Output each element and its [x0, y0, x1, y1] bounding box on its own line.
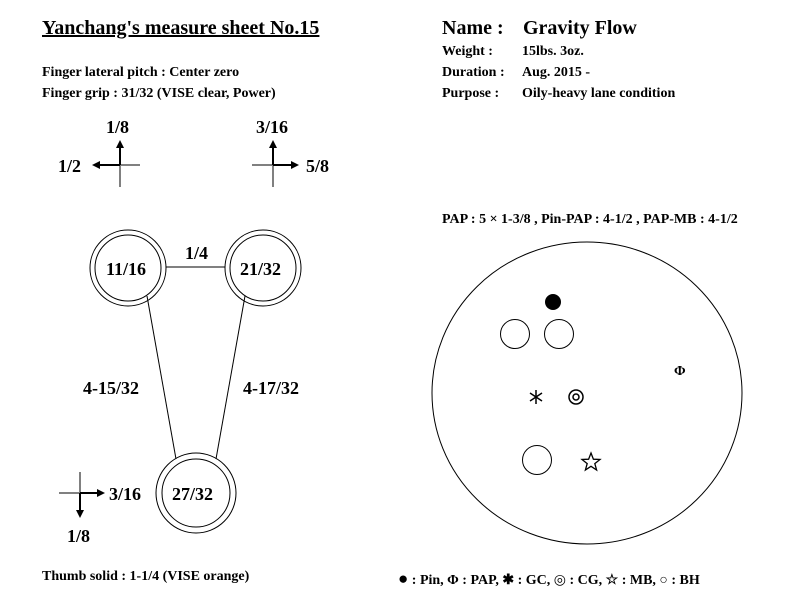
pap-marker: Φ	[674, 364, 686, 379]
layout-spec: PAP : 5 × 1-3/8 , Pin-PAP : 4-1/2 , PAP-…	[442, 212, 738, 227]
right-span: 4-17/32	[243, 378, 299, 398]
thumb-forward-pitch: 1/8	[67, 526, 91, 546]
right-finger-forward-pitch: 3/16	[256, 117, 289, 137]
thumb-solid-text: Thumb solid : 1-1/4 (VISE orange)	[42, 569, 250, 584]
gc-marker	[529, 390, 543, 404]
name-value: Gravity Flow	[523, 17, 637, 39]
right-finger-side-pitch: 5/8	[306, 156, 330, 176]
legend-mb: : MB,	[618, 573, 660, 588]
pap-legend-icon: Φ	[447, 573, 459, 588]
mb-legend-icon: ☆	[605, 573, 619, 588]
legend-bh: : BH	[667, 573, 700, 588]
cg-legend-icon: ◎	[553, 573, 566, 588]
legend: ● : Pin, Φ : PAP, ✱ : GC, ◎ : CG, ☆ : MB…	[398, 570, 700, 588]
cg-marker	[568, 389, 584, 405]
duration-label: Duration :	[442, 65, 505, 80]
duration-value: Aug. 2015 -	[522, 65, 591, 80]
balance-hole-marker	[500, 319, 530, 349]
right-finger-pitch-crosshair	[252, 140, 299, 187]
left-finger-hole-outer	[89, 229, 167, 307]
mb-marker	[580, 451, 602, 472]
left-finger-pitch-crosshair	[92, 140, 140, 187]
thumb-hole-inner	[161, 458, 231, 528]
weight-value: 15lbs. 3oz.	[522, 44, 584, 59]
right-finger-hole-outer	[224, 229, 302, 307]
bh-legend-icon: ○	[659, 573, 668, 588]
pin-marker	[545, 294, 561, 310]
ball-outline	[431, 241, 743, 545]
gc-legend-icon: ✱	[502, 573, 515, 588]
legend-pap: : PAP,	[458, 573, 503, 588]
thumb-size: 27/32	[172, 484, 214, 504]
pin-legend-icon: ●	[398, 569, 409, 588]
weight-label: Weight :	[442, 44, 493, 59]
page-title: Yanchang's measure sheet No.15	[42, 17, 320, 39]
lateral-pitch-text: Finger lateral pitch : Center zero	[42, 65, 240, 80]
bridge-distance: 1/4	[185, 243, 209, 263]
purpose-label: Purpose :	[442, 86, 500, 101]
left-finger-side-pitch: 1/2	[58, 156, 82, 176]
right-finger-size: 21/32	[240, 259, 282, 279]
thumb-side-pitch: 3/16	[109, 484, 142, 504]
legend-gc: : GC,	[514, 573, 554, 588]
balance-hole-marker	[544, 319, 574, 349]
left-finger-hole-inner	[94, 234, 162, 302]
balance-hole-marker	[522, 445, 552, 475]
left-span: 4-15/32	[83, 378, 139, 398]
left-span-line	[146, 295, 177, 460]
left-finger-size: 11/16	[106, 259, 147, 279]
left-finger-forward-pitch: 1/8	[106, 117, 130, 137]
right-span-line	[215, 295, 246, 460]
legend-pin: : Pin,	[408, 573, 448, 588]
purpose-value: Oily-heavy lane condition	[522, 86, 676, 101]
thumb-pitch-crosshair	[59, 472, 105, 518]
thumb-hole-outer	[155, 452, 237, 534]
name-label: Name :	[442, 17, 504, 39]
finger-grip-text: Finger grip : 31/32 (VISE clear, Power)	[42, 86, 276, 101]
legend-cg: : CG,	[565, 573, 606, 588]
right-finger-hole-inner	[229, 234, 297, 302]
